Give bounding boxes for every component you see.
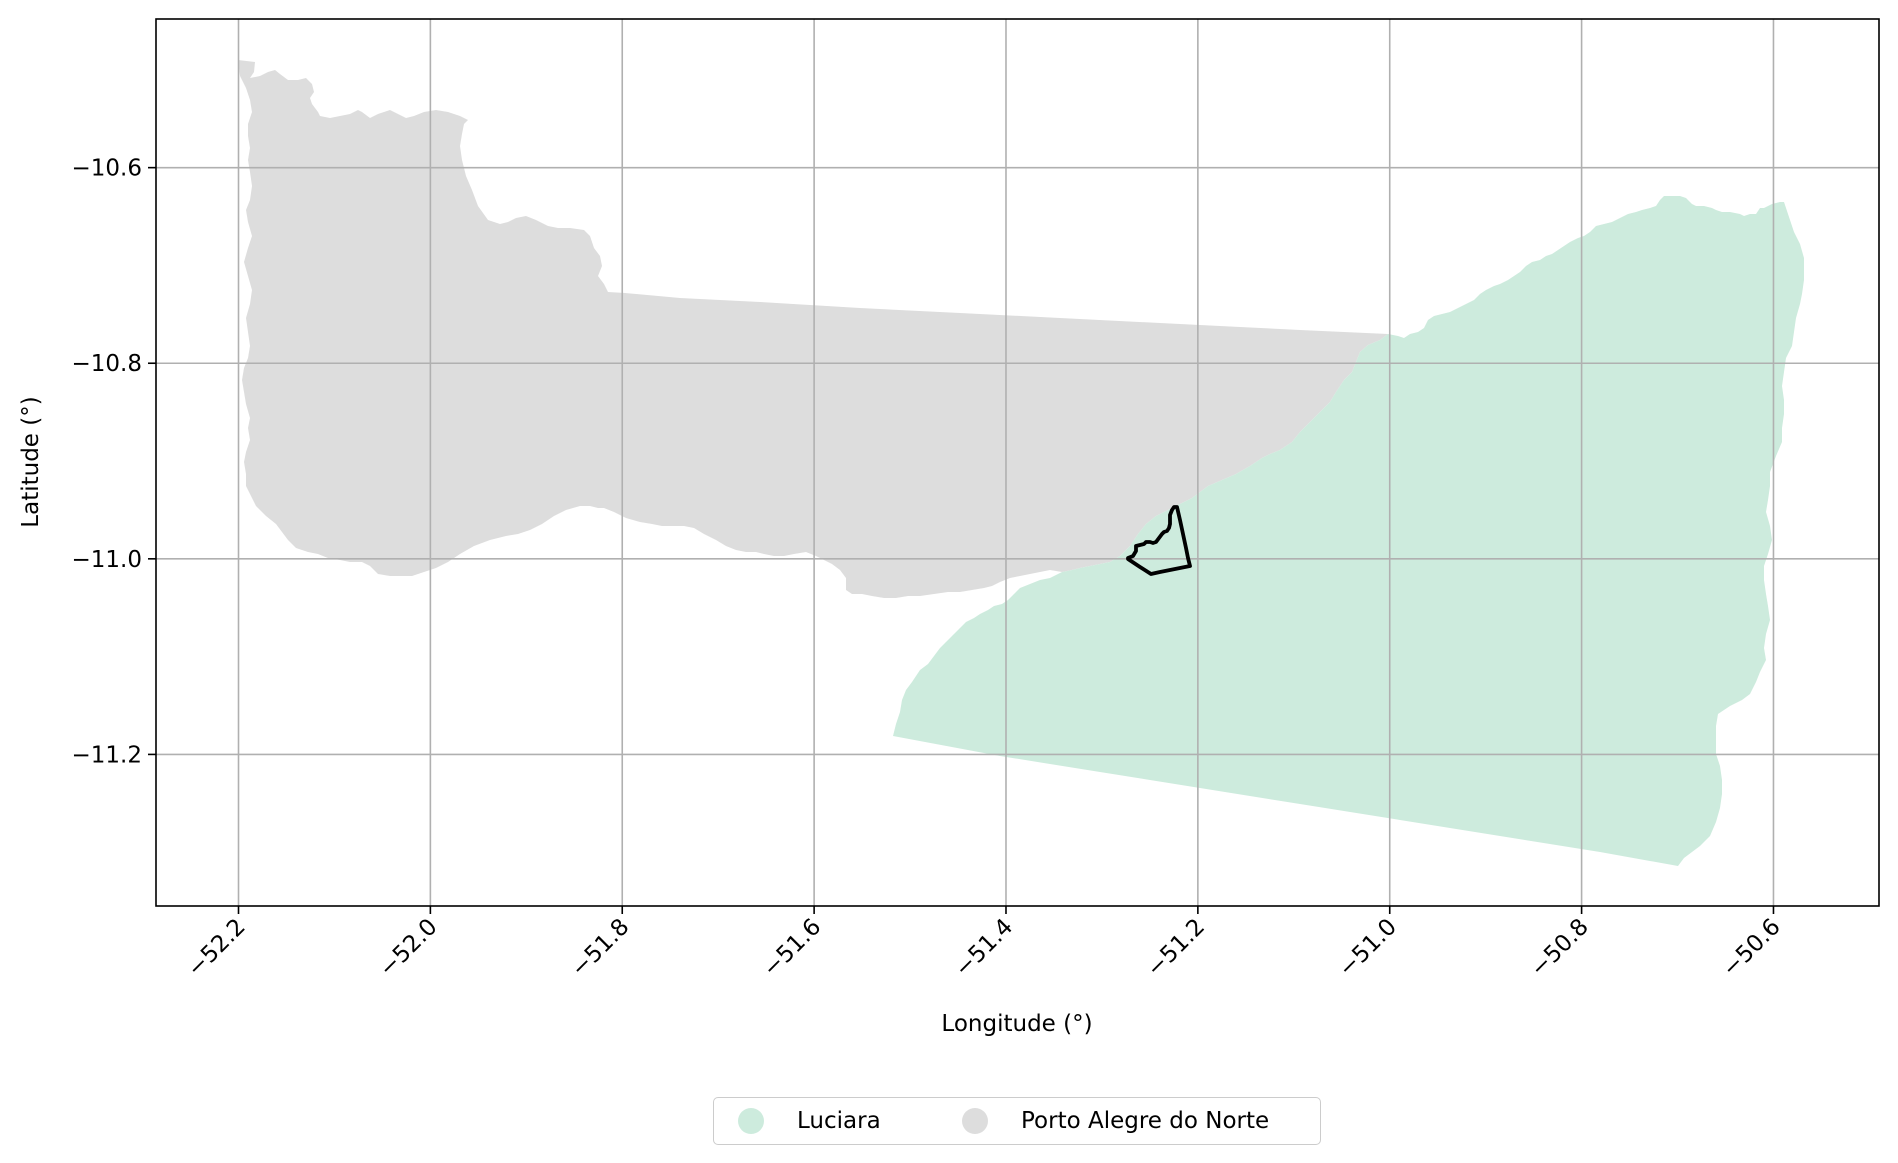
legend-label-luciara: Luciara — [797, 1108, 881, 1134]
x-tick-label: −51.6 — [758, 914, 826, 982]
legend-swatch-luciara — [738, 1108, 764, 1134]
y-tick-label: −11.0 — [72, 547, 142, 573]
x-tick-label: −51.8 — [566, 914, 634, 982]
legend: Luciara Porto Alegre do Norte — [713, 1097, 1321, 1145]
region-porto-alegre-do-norte — [238, 60, 1388, 598]
x-tick-label: −50.8 — [1526, 914, 1594, 982]
x-axis: −52.2 −52.0 −51.8 −51.6 −51.4 −51.2 −51.0 −50.8… — [183, 906, 1786, 982]
x-tick-label: −51.2 — [1142, 914, 1210, 982]
legend-label-porto-alegre-do-norte: Porto Alegre do Norte — [1021, 1108, 1270, 1134]
x-tick-label: −51.4 — [950, 914, 1018, 982]
x-tick-label: −50.6 — [1717, 914, 1785, 982]
y-axis-title: Latitude (°) — [18, 396, 44, 527]
y-tick-label: −10.8 — [72, 351, 142, 377]
legend-swatch-porto-alegre-do-norte — [962, 1108, 988, 1134]
axes-frame — [155, 18, 1880, 907]
legend-item-porto-alegre-do-norte: Porto Alegre do Norte — [962, 1098, 1269, 1144]
y-tick-label: −11.2 — [72, 742, 142, 768]
x-tick-label: −51.0 — [1334, 914, 1402, 982]
x-tick-label: −52.2 — [183, 914, 251, 982]
y-axis: −10.6 −10.8 −11.0 −11.2 — [72, 156, 156, 768]
x-tick-label: −52.0 — [374, 914, 442, 982]
legend-item-luciara: Luciara — [738, 1098, 881, 1144]
x-axis-title: Longitude (°) — [941, 1011, 1092, 1037]
y-tick-label: −10.6 — [72, 156, 142, 182]
grid — [156, 19, 1879, 906]
highlight-outline — [1126, 505, 1192, 576]
